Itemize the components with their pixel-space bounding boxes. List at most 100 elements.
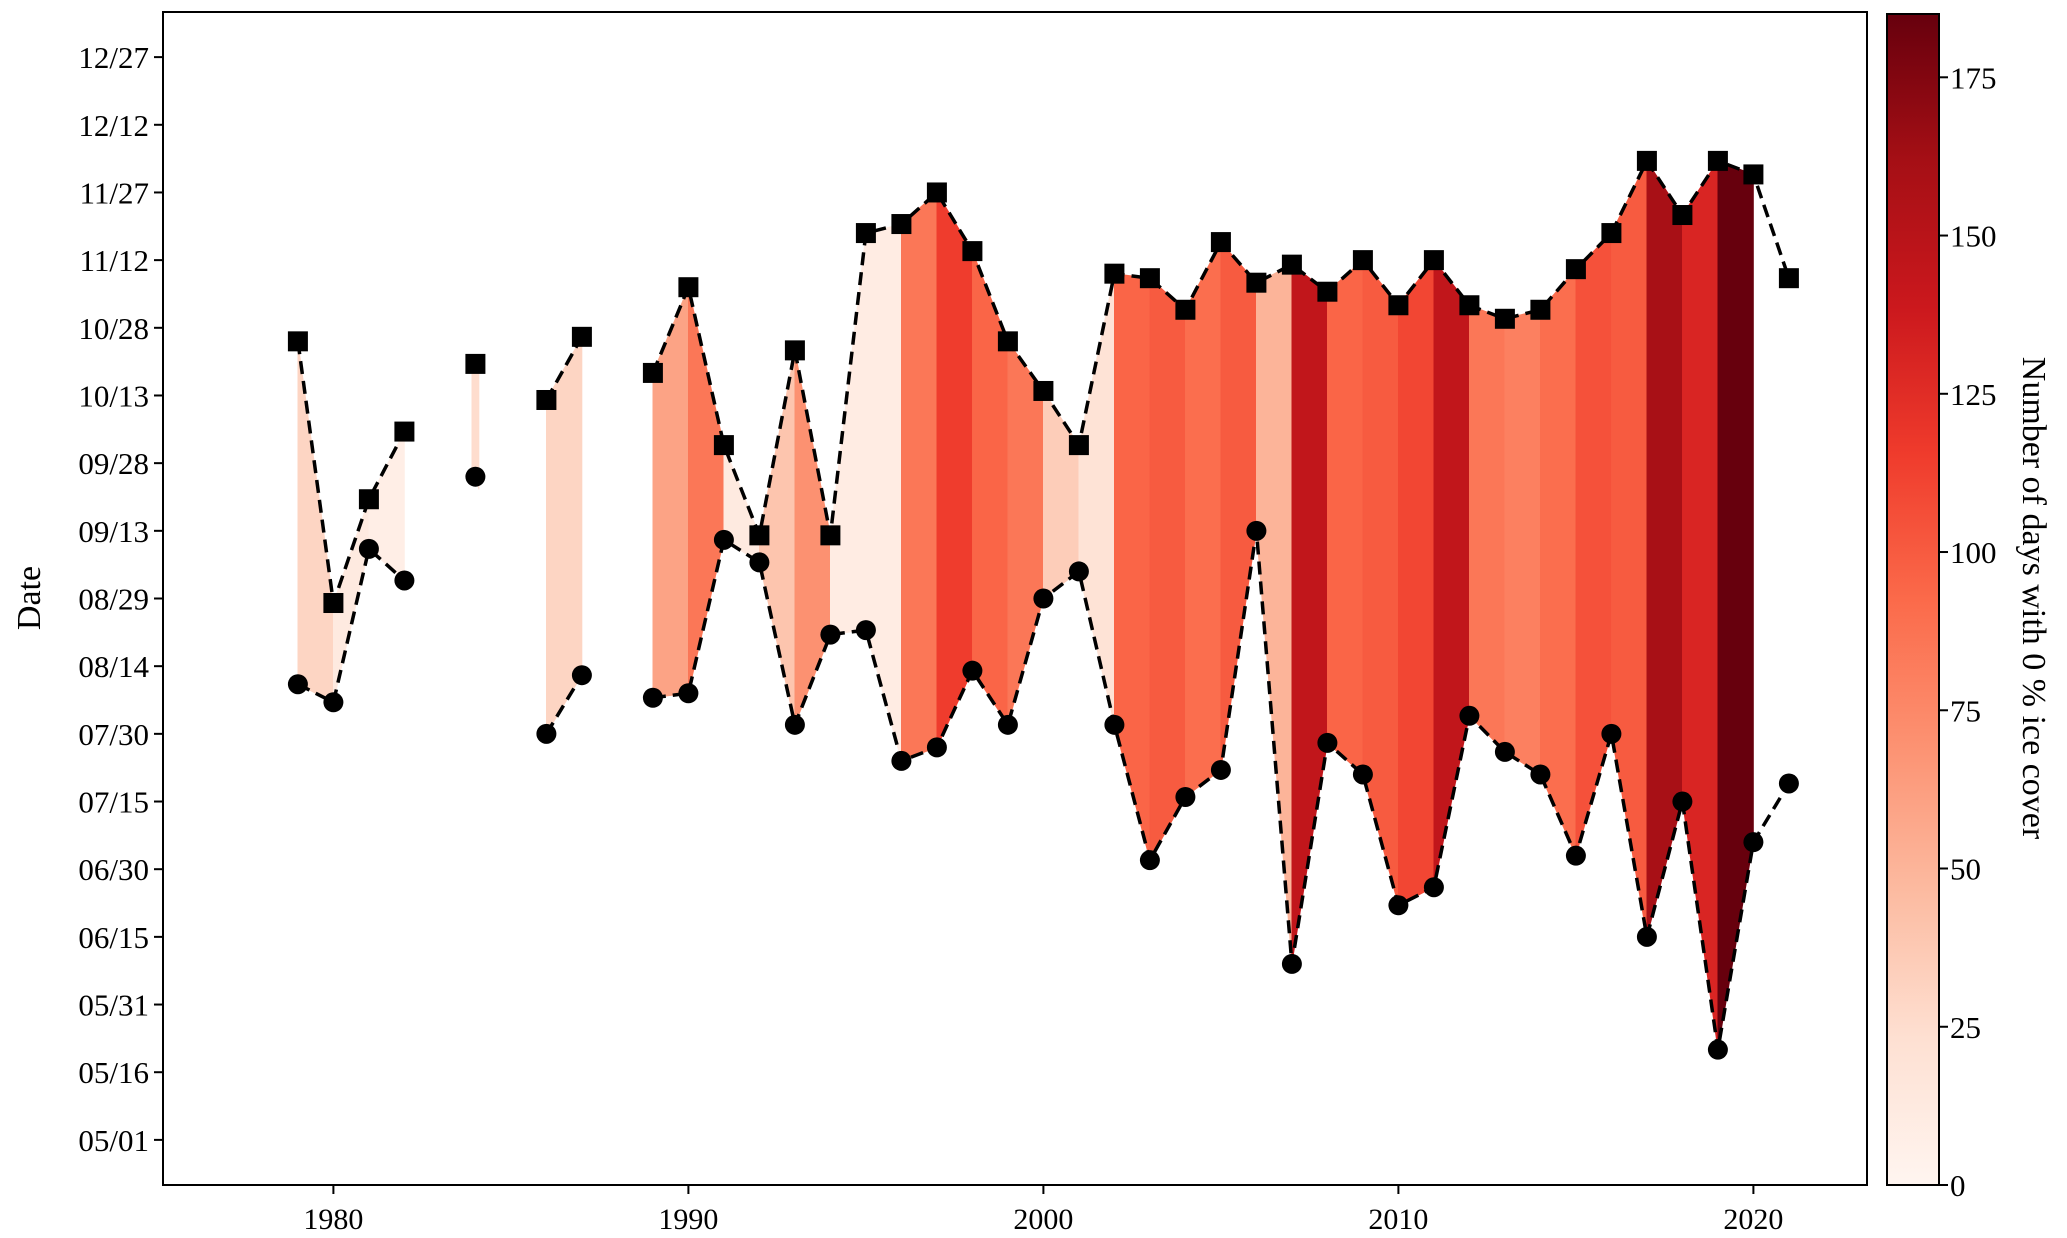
- square-marker: [571, 326, 592, 347]
- circle-marker: [1246, 520, 1267, 541]
- y-tick-label: 11/27: [80, 175, 149, 210]
- y-tick-label: 11/12: [80, 243, 149, 278]
- circle-marker: [749, 552, 770, 573]
- colorbar-tick-label: 175: [1950, 60, 1997, 95]
- circle-marker: [1210, 759, 1231, 780]
- shaded-segment: [1682, 159, 1719, 1050]
- square-marker: [1530, 299, 1551, 320]
- square-marker: [1281, 254, 1302, 275]
- y-tick-label: 05/16: [78, 1055, 149, 1090]
- circle-marker: [1281, 953, 1302, 974]
- circle-marker: [1068, 561, 1089, 582]
- circle-marker: [1317, 732, 1338, 753]
- square-marker: [287, 331, 308, 352]
- square-marker: [1388, 295, 1409, 316]
- y-tick-label: 12/27: [78, 40, 149, 75]
- square-marker: [1423, 250, 1444, 271]
- shaded-segment: [1149, 277, 1186, 862]
- circle-marker: [1601, 723, 1622, 744]
- shaded-segments: [297, 159, 1754, 1050]
- shaded-segment: [688, 287, 725, 694]
- square-marker: [1068, 435, 1089, 456]
- square-marker: [1743, 164, 1764, 185]
- square-marker: [1636, 150, 1657, 171]
- colorbar: 0 25 50 75 100 125 150 175: [1886, 13, 1997, 1203]
- shaded-segment: [830, 223, 902, 762]
- circle-marker: [1530, 764, 1551, 785]
- x-tick-label: 1990: [658, 1203, 718, 1236]
- colorbar-tick-label: 150: [1950, 219, 1997, 254]
- y-tick-label: 12/12: [78, 108, 149, 143]
- y-axis: 05/01 05/16 05/31 06/15 06/30 07/15 07/30 08/14…: [78, 40, 163, 1158]
- square-marker: [784, 340, 805, 361]
- circle-marker: [1175, 787, 1196, 808]
- square-marker: [1565, 259, 1586, 280]
- shaded-segment: [1611, 160, 1648, 937]
- circle-marker: [820, 624, 841, 645]
- square-marker: [997, 331, 1018, 352]
- colorbar-tick-label: 0: [1950, 1168, 1966, 1203]
- y-tick-label: 09/28: [78, 446, 149, 481]
- square-marker: [323, 593, 344, 614]
- circle-marker: [962, 660, 983, 681]
- x-tick-label: 2010: [1368, 1203, 1428, 1236]
- square-marker: [749, 525, 770, 546]
- circle-marker: [1388, 895, 1409, 916]
- y-tick-label: 06/30: [78, 852, 149, 887]
- square-marker: [1352, 250, 1373, 271]
- shaded-segment: [1185, 241, 1222, 798]
- circle-marker: [1778, 773, 1799, 794]
- x-tick-label: 2020: [1723, 1203, 1783, 1236]
- square-marker: [820, 525, 841, 546]
- shaded-segment: [1362, 258, 1399, 906]
- shaded-segment: [1327, 259, 1364, 776]
- circle-marker: [1459, 705, 1480, 726]
- square-marker: [1778, 268, 1799, 289]
- square-marker: [713, 435, 734, 456]
- y-tick-label: 07/30: [78, 717, 149, 752]
- circle-marker: [926, 737, 947, 758]
- circle-marker: [784, 714, 805, 735]
- square-marker: [1175, 299, 1196, 320]
- shaded-segment: [1078, 273, 1115, 725]
- square-marker: [1104, 263, 1125, 284]
- square-marker: [962, 241, 983, 262]
- circle-marker: [1707, 1039, 1728, 1060]
- shaded-segment: [1220, 241, 1257, 770]
- circle-marker: [1743, 832, 1764, 853]
- circle-marker: [855, 620, 876, 641]
- y-tick-label: 05/01: [78, 1123, 149, 1158]
- circle-marker: [1636, 926, 1657, 947]
- y-tick-label: 06/15: [78, 920, 149, 955]
- circle-marker: [678, 683, 699, 704]
- square-marker: [1601, 223, 1622, 244]
- colorbar-tick-label: 50: [1950, 852, 1981, 887]
- square-marker: [358, 489, 379, 510]
- circle-marker: [642, 687, 663, 708]
- y-tick-label: 07/15: [78, 785, 149, 820]
- square-marker: [1494, 308, 1515, 329]
- square-marker: [1210, 232, 1231, 253]
- y-axis-label: Date: [11, 566, 48, 630]
- shaded-segment: [652, 287, 689, 699]
- circle-marker: [287, 674, 308, 695]
- colorbar-tick-label: 100: [1950, 535, 1997, 570]
- shaded-segment: [1469, 304, 1506, 753]
- shaded-segment: [297, 341, 334, 703]
- circle-marker: [323, 692, 344, 713]
- circle-marker: [1033, 588, 1054, 609]
- shaded-segment: [1504, 309, 1541, 776]
- circle-marker: [1672, 791, 1693, 812]
- square-marker: [1707, 150, 1728, 171]
- circle-marker: [358, 538, 379, 559]
- circle-marker: [1139, 850, 1160, 871]
- square-marker: [678, 277, 699, 298]
- y-tick-label: 09/13: [78, 514, 149, 549]
- colorbar-tick-label: 25: [1950, 1010, 1981, 1045]
- x-tick-label: 1980: [303, 1203, 363, 1236]
- circle-marker: [713, 529, 734, 550]
- square-marker: [1459, 295, 1480, 316]
- colorbar-tick-label: 75: [1950, 693, 1981, 728]
- square-marker: [855, 223, 876, 244]
